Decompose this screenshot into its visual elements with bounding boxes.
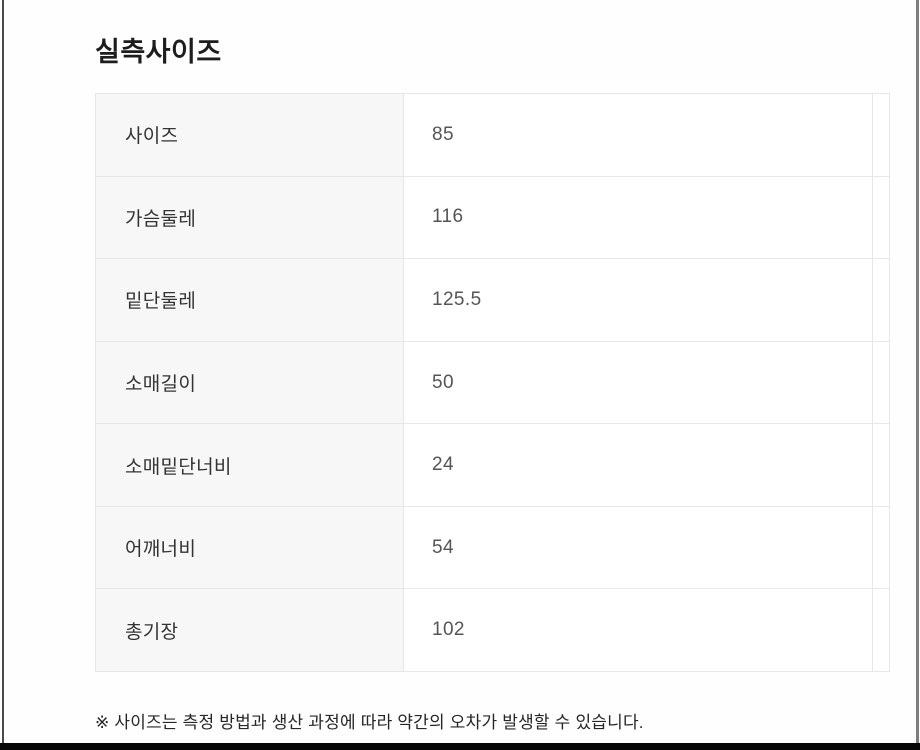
screenshot-left-border <box>2 0 4 744</box>
table-edge-sliver-cell <box>872 259 889 341</box>
table-row: 소매밑단너비 24 <box>96 424 889 507</box>
size-label: 총기장 <box>125 621 179 643</box>
table-edge-sliver-cell <box>872 341 889 424</box>
size-label: 소매밑단너비 <box>125 456 232 478</box>
size-value-cell: 102 <box>404 589 872 672</box>
size-label-cell: 소매길이 <box>96 341 404 424</box>
table-edge-sliver-cell <box>872 589 889 672</box>
size-label-cell: 밑단둘레 <box>96 259 404 341</box>
size-label: 소매길이 <box>125 374 197 396</box>
table-row: 총기장 102 <box>96 589 889 672</box>
size-value-cell: 50 <box>404 341 872 424</box>
size-label-cell: 소매밑단너비 <box>96 424 404 506</box>
size-value-cell: 116 <box>404 176 872 259</box>
size-value: 102 <box>432 619 465 641</box>
size-value: 50 <box>432 371 454 393</box>
table-row: 사이즈 85 <box>96 94 889 177</box>
size-spec-table: 사이즈 85 가슴둘레 116 밑단둘레 125.5 <box>95 93 890 672</box>
size-label-cell: 가슴둘레 <box>96 176 404 259</box>
size-value-cell: 125.5 <box>404 259 872 341</box>
table-row: 가슴둘레 116 <box>96 176 889 260</box>
screenshot-right-border <box>916 0 919 744</box>
size-label: 사이즈 <box>125 126 179 148</box>
size-value: 24 <box>432 454 454 476</box>
size-value-cell: 54 <box>404 506 872 589</box>
size-disclaimer-note: ※ 사이즈는 측정 방법과 생산 과정에 따라 약간의 오차가 발생할 수 있습… <box>95 713 644 732</box>
size-label: 어깨너비 <box>125 539 197 561</box>
table-edge-sliver-cell <box>872 424 889 506</box>
table-row: 소매길이 50 <box>96 341 889 425</box>
size-label-cell: 어깨너비 <box>96 506 404 589</box>
table-edge-sliver-cell <box>872 506 889 589</box>
size-label-cell: 총기장 <box>96 589 404 672</box>
size-value-cell: 85 <box>404 94 872 176</box>
size-value: 116 <box>432 206 464 228</box>
size-value: 54 <box>432 536 454 558</box>
size-label-cell: 사이즈 <box>96 94 404 176</box>
size-value: 85 <box>432 123 454 145</box>
table-row: 밑단둘레 125.5 <box>96 259 889 342</box>
table-edge-sliver-cell <box>872 176 889 259</box>
size-value-cell: 24 <box>404 424 872 506</box>
size-label: 밑단둘레 <box>125 291 197 313</box>
screenshot-bottom-border <box>0 743 920 750</box>
table-edge-sliver-cell <box>872 94 889 176</box>
page-title: 실측사이즈 <box>95 37 222 68</box>
size-label: 가슴둘레 <box>125 208 197 230</box>
size-value: 125.5 <box>432 288 482 310</box>
table-row: 어깨너비 54 <box>96 506 889 590</box>
